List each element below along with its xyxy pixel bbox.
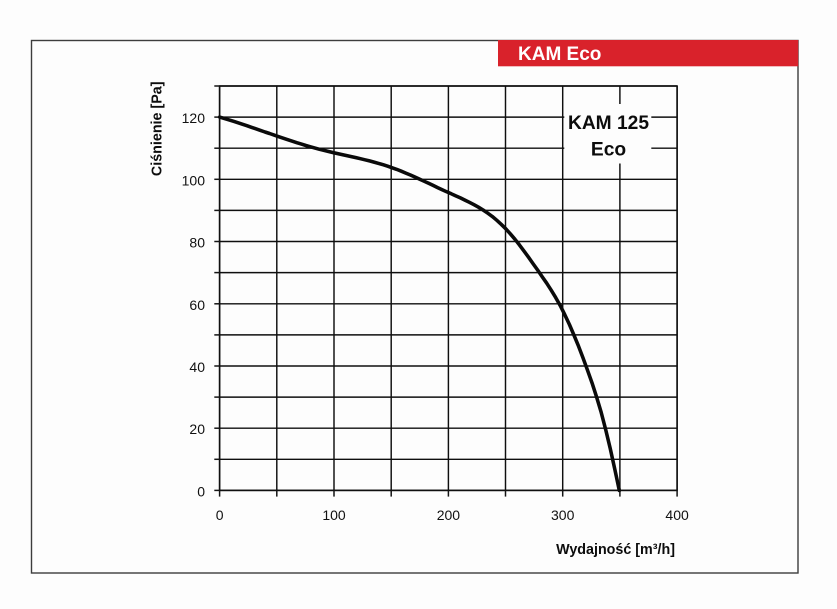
svg-text:60: 60: [189, 297, 205, 313]
svg-text:KAM 125: KAM 125: [568, 113, 649, 134]
svg-text:0: 0: [216, 507, 224, 523]
svg-text:Ciśnienie [Pa]: Ciśnienie [Pa]: [150, 82, 166, 177]
svg-text:40: 40: [189, 359, 205, 375]
svg-text:100: 100: [322, 507, 346, 523]
svg-text:0: 0: [197, 483, 205, 499]
svg-text:80: 80: [189, 235, 205, 251]
svg-text:Eco: Eco: [591, 140, 626, 161]
svg-text:120: 120: [182, 110, 206, 126]
svg-text:200: 200: [437, 507, 461, 523]
svg-text:Wydajność [m³/h]: Wydajność [m³/h]: [556, 542, 675, 558]
svg-text:300: 300: [551, 507, 575, 523]
svg-text:KAM Eco: KAM Eco: [518, 44, 601, 65]
svg-text:400: 400: [665, 507, 689, 523]
svg-text:20: 20: [189, 421, 205, 437]
svg-text:100: 100: [182, 172, 206, 188]
